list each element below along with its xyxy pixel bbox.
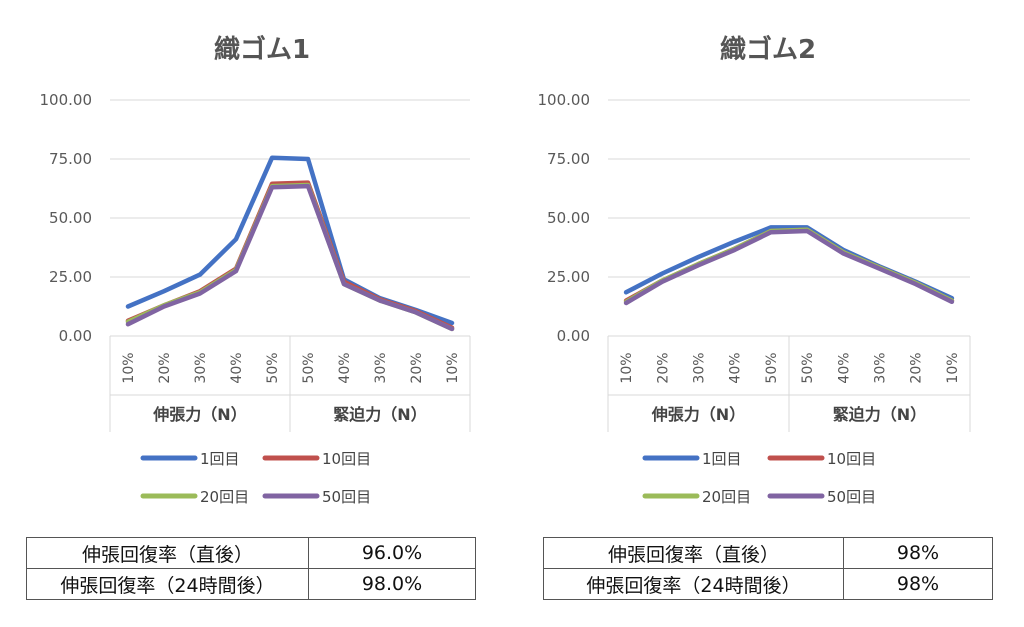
group-label: 伸張力（N） — [651, 405, 745, 424]
x-tick-label: 10% — [945, 352, 961, 383]
x-tick-label: 50% — [301, 352, 317, 383]
x-tick-label: 20% — [655, 352, 671, 383]
row-value: 98% — [843, 537, 993, 569]
y-tick-label: 50.00 — [49, 209, 92, 227]
row-label: 伸張回復率（24時間後） — [543, 568, 844, 600]
chart-title: 織ゴム1 — [214, 34, 310, 65]
y-tick-label: 50.00 — [547, 209, 590, 227]
legend-entry: 1回目 — [702, 450, 742, 468]
chart-2: 織ゴム2 100.00 75.00 50.00 25.00 0.00 10% 20% 30% 40… — [538, 34, 971, 506]
series-line-50回目 — [125, 183, 455, 332]
recovery-table-1: 伸張回復率（直後） 96.0% 伸張回復率（24時間後） 98.0% — [26, 537, 476, 600]
row-label: 伸張回復率（24時間後） — [26, 568, 309, 600]
y-tick-label: 0.00 — [557, 327, 590, 345]
x-tick-label: 40% — [229, 352, 245, 383]
legend-entry: 10回目 — [322, 450, 371, 468]
x-tick-label: 20% — [157, 352, 173, 383]
row-value: 98.0% — [308, 568, 476, 600]
x-tick-label: 30% — [692, 352, 708, 383]
row-label: 伸張回復率（直後） — [543, 537, 844, 569]
chart-title: 織ゴム2 — [720, 34, 816, 65]
group-label: 伸張力（N） — [152, 405, 246, 424]
x-tick-label: 40% — [337, 352, 353, 383]
y-tick-label: 25.00 — [49, 268, 92, 286]
table-row: 伸張回復率（24時間後） 98.0% — [26, 568, 476, 600]
group-label: 緊迫力（N） — [833, 405, 926, 424]
x-tick-label: 30% — [373, 352, 389, 383]
legend-entry: 50回目 — [322, 488, 371, 506]
series-line-50回目 — [623, 228, 955, 306]
legend-entry: 1回目 — [200, 450, 240, 468]
chart-1: 織ゴム1 100.00 75.00 50.00 25.00 0.00 10% 20% 30% 40… — [40, 34, 471, 506]
x-tick-label: 50% — [764, 352, 780, 383]
y-tick-label: 0.00 — [59, 327, 92, 345]
table-row: 伸張回復率（24時間後） 98% — [543, 568, 993, 600]
x-tick-label: 50% — [800, 352, 816, 383]
y-tick-label: 25.00 — [547, 268, 590, 286]
x-tick-label: 30% — [193, 352, 209, 383]
x-tick-label: 10% — [619, 352, 635, 383]
row-value: 98% — [843, 568, 993, 600]
row-value: 96.0% — [308, 537, 476, 569]
x-tick-label: 40% — [728, 352, 744, 383]
legend-entry: 20回目 — [702, 488, 751, 506]
recovery-table-2: 伸張回復率（直後） 98% 伸張回復率（24時間後） 98% — [543, 537, 993, 600]
y-tick-label: 100.00 — [538, 91, 591, 109]
x-tick-label: 10% — [445, 352, 461, 383]
y-tick-label: 75.00 — [547, 150, 590, 168]
x-tick-label: 40% — [836, 352, 852, 383]
series-line-10回目 — [623, 227, 955, 303]
y-tick-label: 100.00 — [40, 91, 93, 109]
series-line-1回目 — [623, 225, 955, 301]
table-row: 伸張回復率（直後） 98% — [543, 537, 993, 569]
x-tick-label: 10% — [121, 352, 137, 383]
table-row: 伸張回復率（直後） 96.0% — [26, 537, 476, 569]
y-tick-label: 75.00 — [49, 150, 92, 168]
x-tick-label: 50% — [265, 352, 281, 383]
legend-entry: 50回目 — [827, 488, 876, 506]
row-label: 伸張回復率（直後） — [26, 537, 309, 569]
x-tick-label: 30% — [873, 352, 889, 383]
x-tick-label: 20% — [409, 352, 425, 383]
legend-entry: 20回目 — [200, 488, 249, 506]
x-tick-label: 20% — [909, 352, 925, 383]
group-label: 緊迫力（N） — [333, 405, 426, 424]
legend-entry: 10回目 — [827, 450, 876, 468]
